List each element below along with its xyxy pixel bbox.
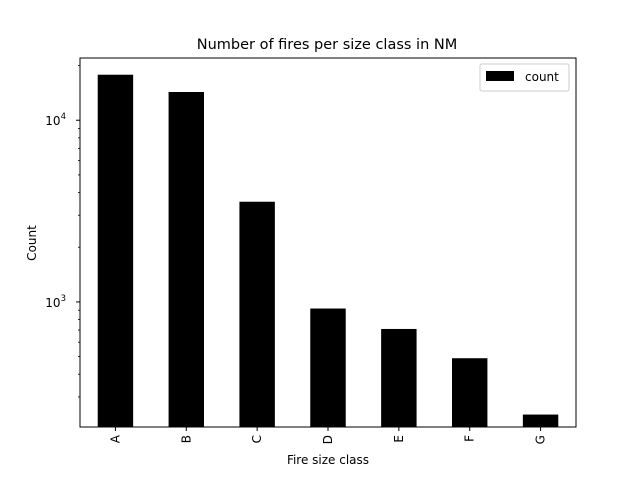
chart-title: Number of fires per size class in NM <box>197 37 458 53</box>
y-tick-label-1e3: 103 <box>45 294 66 310</box>
bar-D <box>310 308 346 427</box>
y-axis-ticks: 103 104 <box>45 65 80 398</box>
x-tick-label-C: C <box>250 435 264 443</box>
bar-E <box>381 328 417 427</box>
y-tick-label-1e4: 104 <box>45 112 66 128</box>
bar-B <box>168 91 204 427</box>
bar-C <box>239 201 275 427</box>
plot-frame <box>79 57 577 428</box>
bar-A <box>97 74 134 427</box>
x-tick-label-D: D <box>321 435 335 444</box>
y-axis-label: Count <box>25 225 39 261</box>
x-tick-label-F: F <box>463 435 477 442</box>
bar-G <box>522 414 559 427</box>
x-axis-label: Fire size class <box>287 453 369 467</box>
x-axis-ticks: A B C D E F G <box>108 427 548 444</box>
legend-label-count: count <box>525 70 559 84</box>
legend-box <box>479 63 570 92</box>
bar-F <box>452 358 488 427</box>
x-tick-label-B: B <box>179 435 193 443</box>
legend-swatch-count <box>486 71 514 81</box>
x-tick-label-A: A <box>108 434 122 443</box>
bars-group <box>97 74 559 427</box>
x-tick-label-G: G <box>534 435 548 444</box>
x-tick-label-E: E <box>392 435 406 443</box>
legend: count <box>479 63 570 92</box>
